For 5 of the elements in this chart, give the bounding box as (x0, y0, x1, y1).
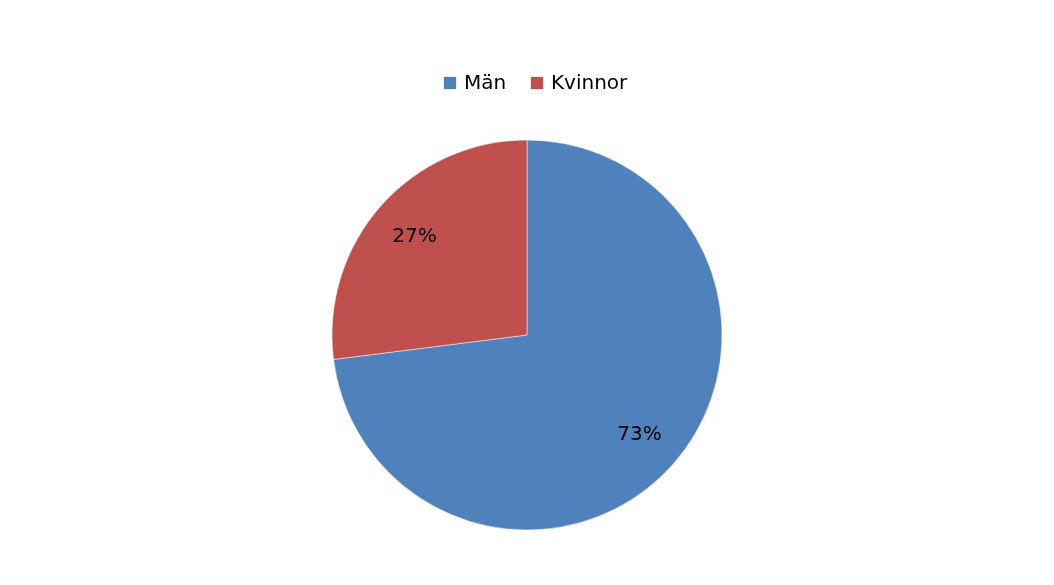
legend-label: Män (464, 70, 507, 94)
pie-slice (333, 139, 723, 531)
data-label: 27% (392, 222, 437, 247)
legend-label: Kvinnor (551, 70, 629, 94)
data-label: 73% (617, 421, 662, 446)
